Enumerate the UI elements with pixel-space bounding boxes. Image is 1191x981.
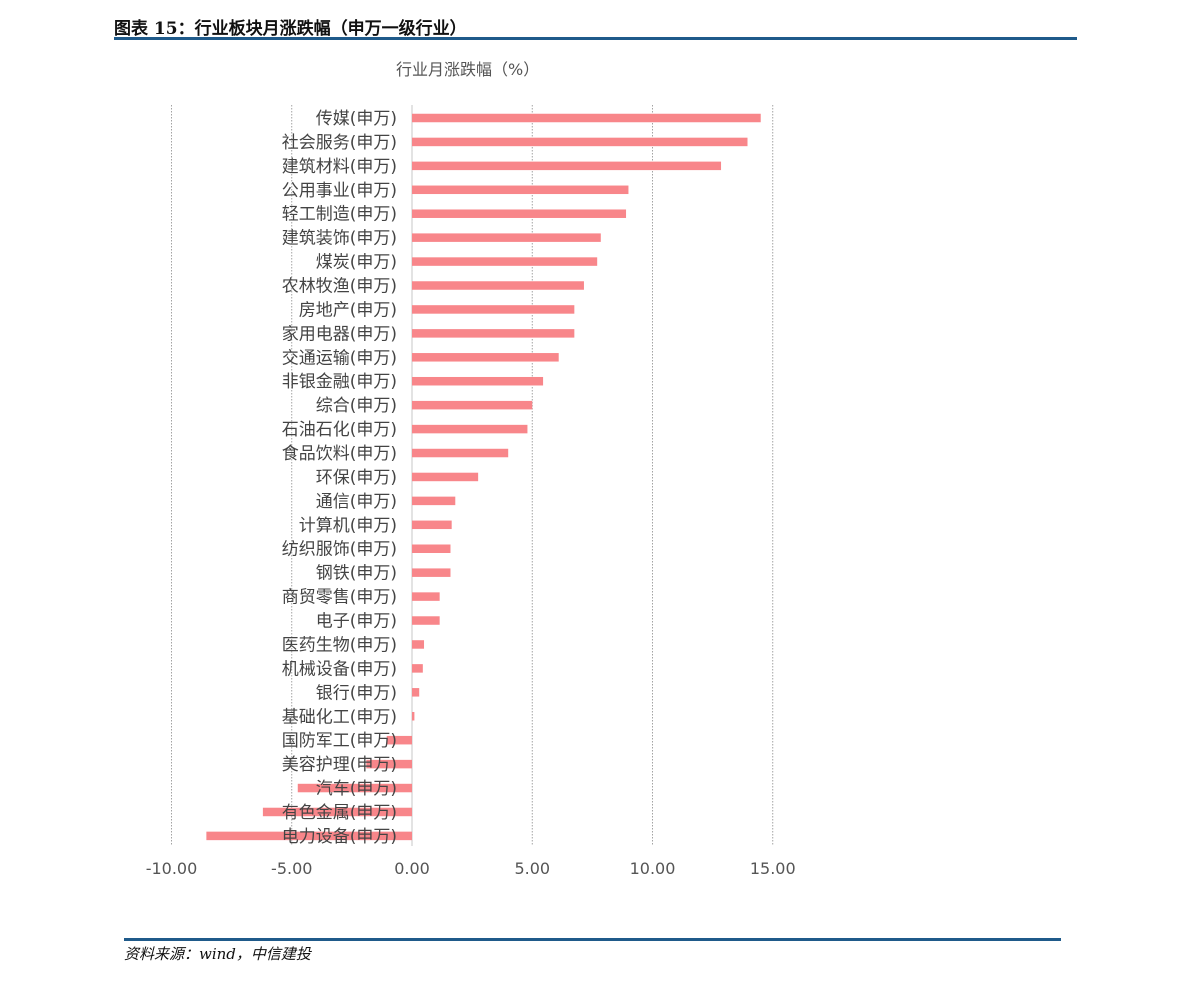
- category-label: 农林牧渔(申万): [282, 277, 397, 297]
- category-label: 煤炭(申万): [316, 253, 397, 273]
- bar: [412, 664, 423, 673]
- bar: [412, 281, 584, 290]
- category-label: 环保(申万): [316, 468, 397, 488]
- bar: [412, 424, 528, 434]
- bar: [412, 568, 451, 577]
- bar: [412, 520, 452, 530]
- bottom-rule: [124, 938, 1061, 941]
- category-label: 传媒(申万): [316, 109, 397, 129]
- x-tick-layer: -10.00 -5.00 0.00 5.00 10.00 15.00: [146, 859, 796, 878]
- category-label: 家用电器(申万): [282, 324, 397, 344]
- category-label: 基础化工(申万): [282, 707, 397, 727]
- category-label: 钢铁(申万): [316, 564, 397, 584]
- bar: [412, 353, 559, 362]
- top-rule: [114, 37, 1077, 40]
- bar: [412, 209, 627, 218]
- category-label: 计算机(申万): [299, 516, 397, 536]
- bar: [366, 759, 412, 769]
- category-label: 电力设备(申万): [282, 827, 397, 847]
- category-label: 轻工制造(申万): [282, 205, 397, 225]
- category-label: 通信(申万): [316, 492, 397, 512]
- bar: [412, 161, 722, 171]
- bar: [412, 544, 451, 553]
- bar: [412, 616, 440, 625]
- category-label: 建筑材料(申万): [282, 157, 397, 177]
- bar: [386, 735, 412, 745]
- category-label: 综合(申万): [316, 396, 397, 416]
- bar: [412, 233, 601, 242]
- bar: [412, 137, 748, 147]
- category-label: 银行(申万): [316, 683, 397, 703]
- category-label: 建筑装饰(申万): [282, 229, 397, 249]
- category-label: 汽车(申万): [316, 779, 397, 799]
- bar: [412, 329, 575, 338]
- x-tick-label: 5.00: [514, 859, 550, 878]
- bar: [412, 305, 575, 314]
- category-label: 美容护理(申万): [282, 755, 397, 775]
- bar: [412, 640, 425, 649]
- figure-title: 图表 15：行业板块月涨跌幅（申万一级行业）: [114, 19, 467, 39]
- x-tick-label: 15.00: [750, 859, 796, 878]
- bar: [412, 113, 761, 123]
- category-label: 非银金融(申万): [282, 372, 397, 392]
- bar: [412, 185, 629, 195]
- category-label: 商贸零售(申万): [282, 588, 397, 608]
- category-label: 石油石化(申万): [282, 420, 397, 440]
- bar: [412, 257, 598, 266]
- bar: [412, 712, 415, 721]
- category-label-layer: 传媒(申万) 社会服务(申万) 建筑材料(申万) 公用事业(申万) 轻工制造(申万) 建筑…: [282, 109, 397, 847]
- bar: [412, 592, 440, 601]
- category-label: 交通运输(申万): [282, 348, 397, 368]
- x-tick-label: 0.00: [394, 859, 430, 878]
- category-label: 食品饮料(申万): [282, 444, 397, 464]
- bar: [297, 783, 412, 793]
- bar: [412, 448, 509, 458]
- category-label: 公用事业(申万): [282, 181, 397, 201]
- x-tick-label: -5.00: [271, 859, 312, 878]
- category-label: 国防军工(申万): [282, 731, 397, 751]
- bar: [412, 376, 544, 386]
- chart-title: 行业月涨跌幅（%）: [396, 60, 540, 79]
- bar: [262, 807, 412, 817]
- bar: [412, 472, 479, 482]
- category-label: 房地产(申万): [299, 300, 397, 320]
- category-label: 有色金属(申万): [282, 803, 397, 823]
- bar-layer: [206, 113, 761, 841]
- category-label: 医药生物(申万): [282, 635, 397, 655]
- category-label: 纺织服饰(申万): [282, 540, 397, 560]
- x-tick-label: 10.00: [630, 859, 676, 878]
- bar: [412, 496, 456, 506]
- bar: [206, 831, 412, 841]
- bar: [412, 688, 420, 697]
- category-label: 社会服务(申万): [282, 133, 397, 153]
- category-label: 电子(申万): [316, 612, 397, 632]
- bar: [412, 400, 533, 410]
- source-note: 资料来源：wind，中信建投: [124, 945, 311, 963]
- category-label: 机械设备(申万): [282, 659, 397, 679]
- x-tick-label: -10.00: [146, 859, 198, 878]
